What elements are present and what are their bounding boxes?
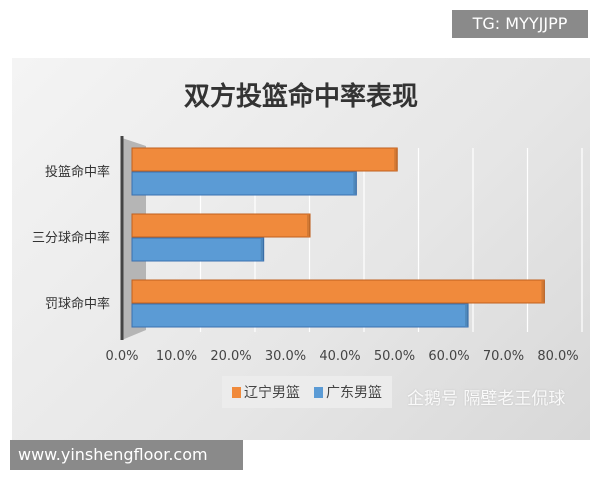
x-tick-label: 50.0% (374, 349, 415, 364)
y-category-label: 投篮命中率 (45, 164, 110, 180)
x-tick-label: 80.0% (537, 349, 578, 364)
bar (131, 171, 357, 196)
bar (131, 213, 311, 238)
x-tick-label: 70.0% (483, 349, 524, 364)
bar-end-cap (394, 149, 398, 170)
x-tick-label: 40.0% (319, 349, 360, 364)
chart-title: 双方投篮命中率表现 (183, 82, 418, 112)
site-label: www.yinshengfloor.com (10, 440, 243, 470)
y-category-label: 罚球命中率 (45, 296, 110, 312)
bar (131, 147, 398, 172)
watermark: 企鹅号 隔壁老王侃球 (407, 389, 566, 409)
y-category-label: 三分球命中率 (32, 230, 110, 246)
bar-end-cap (353, 173, 357, 194)
legend-label: 广东男篮 (326, 385, 382, 401)
chart-area: 双方投篮命中率表现 0.0% 10.0% 20.0% 30.0% 40.0% 50.0% 6… (12, 58, 590, 440)
bar (131, 303, 469, 328)
legend-swatch (314, 387, 323, 398)
bar-end-cap (260, 239, 264, 260)
x-tick-label: 30.0% (265, 349, 306, 364)
legend-swatch (232, 387, 241, 398)
legend-item-liaoning: 辽宁男篮 (232, 382, 300, 402)
x-tick-label: 0.0% (105, 349, 138, 364)
bar (131, 237, 265, 262)
x-tick-label: 20.0% (210, 349, 251, 364)
legend-label: 辽宁男篮 (244, 385, 300, 401)
bar-end-cap (307, 215, 311, 236)
bar (131, 279, 545, 304)
legend-item-guangdong: 广东男篮 (314, 382, 382, 402)
x-tick-label: 60.0% (428, 349, 469, 364)
legend: 辽宁男篮 广东男篮 (222, 376, 392, 408)
plot-svg: 0.0% 10.0% 20.0% 30.0% 40.0% 50.0% 60.0% 70.0% 8… (32, 136, 583, 364)
bar-end-cap (465, 305, 469, 326)
x-tick-label: 10.0% (156, 349, 197, 364)
bar-end-cap (541, 281, 545, 302)
tg-label: TG: MYYJJPP (452, 10, 588, 38)
